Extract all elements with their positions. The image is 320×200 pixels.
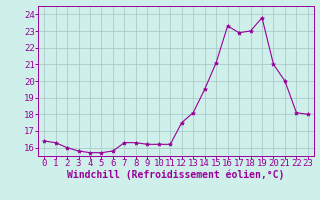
X-axis label: Windchill (Refroidissement éolien,°C): Windchill (Refroidissement éolien,°C) (67, 170, 285, 180)
